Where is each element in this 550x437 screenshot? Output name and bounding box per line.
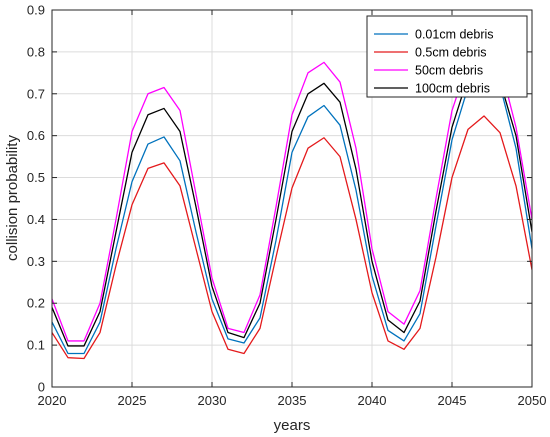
x-tick-labels: 2020 2025 2030 2035 2040 2045 2050 — [38, 393, 547, 408]
y-tick-label: 0.7 — [27, 86, 45, 101]
y-tick-label: 0.2 — [27, 296, 45, 311]
x-tick-label: 2045 — [438, 393, 467, 408]
x-tick-label: 2020 — [38, 393, 67, 408]
y-tick-label: 0.8 — [27, 44, 45, 59]
x-tick-label: 2025 — [118, 393, 147, 408]
series-line-50cm-debris — [52, 51, 532, 342]
y-tick-label: 0.5 — [27, 170, 45, 185]
series-line-0-5cm-debris — [52, 115, 532, 360]
series-layer — [52, 51, 532, 360]
legend-label-50cm-debris: 50cm debris — [415, 64, 483, 78]
y-tick-label: 0 — [38, 380, 45, 395]
x-axis-title: years — [274, 417, 311, 434]
y-tick-label: 0.6 — [27, 128, 45, 143]
x-tick-label: 2050 — [518, 393, 547, 408]
legend-label-100cm-debris: 100cm debris — [415, 82, 490, 96]
legend: 0.01cm debris 0.5cm debris 50cm debris 100c… — [366, 15, 528, 98]
y-tick-label: 0.4 — [27, 212, 45, 227]
x-tick-label: 2030 — [198, 393, 227, 408]
y-axis-title: collision probability — [4, 135, 21, 261]
y-tick-label: 0.3 — [27, 254, 45, 269]
x-tick-label: 2035 — [278, 393, 307, 408]
x-tick-label: 2040 — [358, 393, 387, 408]
series-line-0-01cm-debris — [52, 67, 532, 355]
legend-label-0-5cm-debris: 0.5cm debris — [415, 46, 487, 60]
legend-box — [366, 15, 528, 98]
y-tick-label: 0.1 — [27, 338, 45, 353]
legend-label-0-01cm-debris: 0.01cm debris — [415, 28, 494, 42]
series-line-100cm-debris — [52, 60, 532, 347]
y-tick-labels: 0 0.1 0.2 0.3 0.4 0.5 0.6 0.7 0.8 0.9 — [27, 3, 45, 395]
y-tick-label: 0.9 — [27, 3, 45, 18]
axis-ticks — [51, 9, 533, 388]
